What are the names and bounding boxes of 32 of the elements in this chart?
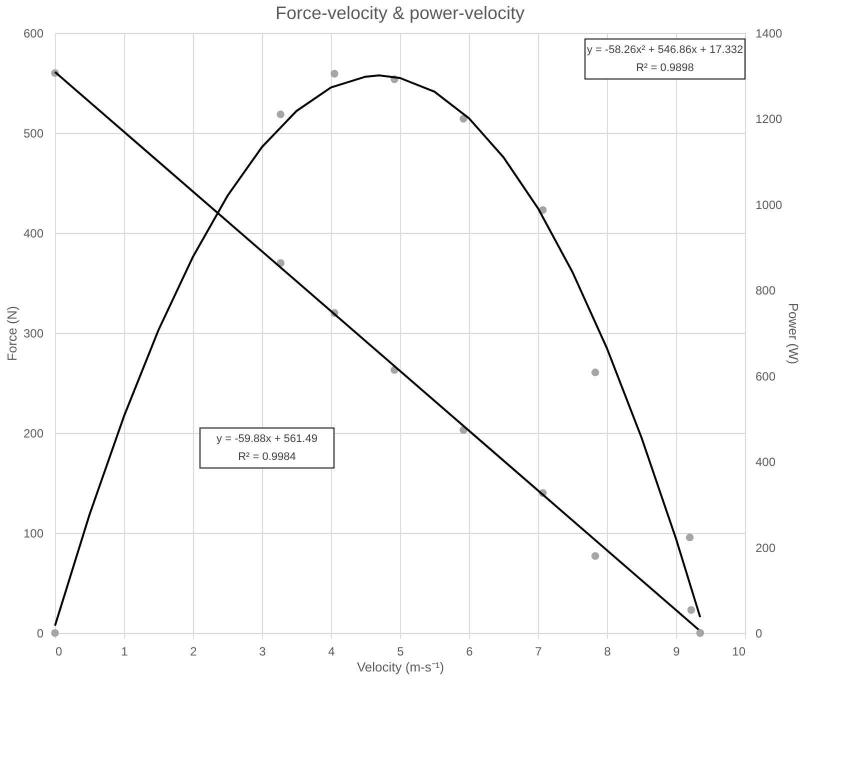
x-tick-label: 9 xyxy=(673,644,680,658)
x-tick-label: 7 xyxy=(535,644,542,658)
x-tick-label: 6 xyxy=(466,644,474,658)
y2-tick-label: 400 xyxy=(756,455,776,470)
y-tick-label: 0 xyxy=(36,626,44,640)
x-tick-label: 3 xyxy=(259,644,266,658)
annotation: y = -58.26x² + 546.86x + 17.332 R² = 0.9898 xyxy=(586,44,744,74)
y2-tick-label: 600 xyxy=(756,369,776,384)
x-tick-label: 8 xyxy=(604,644,612,658)
x-tick-label: 10 xyxy=(732,644,746,658)
x-tick-label: 0 xyxy=(56,644,62,658)
x-tick-label: 2 xyxy=(190,644,198,658)
x-tick-label: 4 xyxy=(328,644,336,658)
y-tick-label: 500 xyxy=(23,126,44,140)
y2-tick-label: 200 xyxy=(756,540,776,555)
y2-tick-label: 1400 xyxy=(756,26,783,40)
y-tick-label: 300 xyxy=(23,326,44,340)
y-tick-label: 400 xyxy=(23,226,44,240)
y2-tick-label: 0 xyxy=(756,626,762,640)
annotation: y = -59.88x + 561.49 R² = 0.9984 xyxy=(216,433,318,463)
chart-title: Force-velocity & power-velocity xyxy=(275,3,525,23)
y-axis-title: Force (N) xyxy=(4,306,20,361)
y-tick-label: 100 xyxy=(23,526,44,540)
y2-axis-title: Power (W) xyxy=(786,302,802,364)
y-tick-label: 200 xyxy=(23,426,44,440)
x-axis-title: Velocity (m-s⁻¹) xyxy=(356,660,444,674)
y2-tick-label: 1000 xyxy=(756,198,783,212)
x-tick-label: 1 xyxy=(121,644,128,658)
y2-tick-label: 800 xyxy=(756,284,776,298)
x-tick-label: 5 xyxy=(397,644,404,658)
y-tick-label: 600 xyxy=(23,26,44,40)
y2-tick-label: 1200 xyxy=(756,112,783,126)
